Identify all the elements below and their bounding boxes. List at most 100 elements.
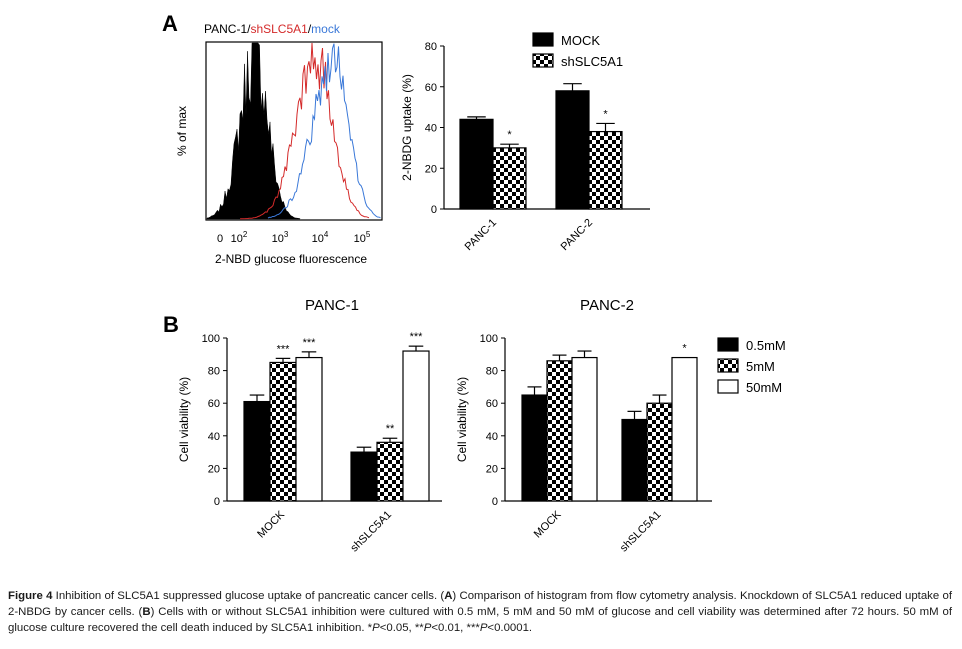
histogram-xtick-exponent: 3: [284, 230, 289, 239]
histogram-xtick-label: 102: [231, 230, 248, 245]
significance-marker: *: [507, 129, 512, 141]
category-label: PANC-1: [463, 217, 499, 253]
bar-5mm-mock: [269, 361, 297, 502]
bar-0-5mm-shslc5a1: [350, 451, 378, 502]
category-label: PANC-2: [559, 217, 595, 253]
significance-marker: *: [603, 108, 608, 120]
bar-5mm-mock: [546, 360, 573, 502]
caption-threshold-2: <0.01, ***: [431, 622, 480, 634]
histogram-xtick-label: 104: [312, 230, 329, 245]
bar-0-5mm-mock: [521, 394, 548, 502]
bar-0-5mm-mock: [243, 400, 271, 502]
histogram-title-blue: mock: [311, 22, 341, 36]
y-tick-label: 60: [486, 398, 498, 410]
caption-text-b: ) Cells with or without SLC5A1 inhibitio…: [8, 606, 952, 634]
histogram-ylabel: % of max: [175, 106, 189, 156]
caption-label-b: B: [142, 606, 151, 618]
bar-50mm-mock: [295, 356, 323, 502]
legend-swatch-mock: [532, 32, 554, 47]
significance-marker: *: [682, 343, 687, 355]
y-tick-label: 20: [208, 463, 220, 475]
viability-panc2-chart: 0 20 40 60 80 100 Cell viability (%) PANC-2 MOCK…: [455, 297, 786, 554]
caption-figure-label: Figure 4: [8, 590, 53, 602]
bar-50mm-shslc5a1: [671, 356, 698, 502]
caption-text-a: ) Comparison of histogram from flow cyto…: [8, 590, 952, 618]
bar-50mm-mock: [571, 356, 598, 502]
category-label: MOCK: [532, 508, 564, 540]
histogram-xtick-zero: 0: [217, 233, 223, 245]
y-tick-label: 40: [208, 431, 220, 443]
bar-shslc5a1-panc-2: [588, 130, 623, 210]
histogram-xtick-label: 103: [272, 230, 289, 245]
legend-label: 5mM: [746, 359, 775, 374]
bar-5mm-shslc5a1: [376, 441, 404, 502]
y-axis-label: 2-NBDG uptake (%): [400, 74, 414, 181]
significance-marker: ***: [410, 331, 424, 343]
legend-label: shSLC5A1: [561, 54, 623, 69]
chart-title: PANC-1: [305, 297, 359, 314]
significance-marker: ***: [277, 343, 291, 355]
panel-label-a: A: [162, 11, 178, 36]
figure-canvas: A B PANC-1/shSLC5A1/mock % of max 0 102 1…: [162, 11, 786, 554]
y-tick-label: 80: [486, 366, 498, 378]
legend-swatch-50mm: [717, 379, 739, 394]
histogram-title-sep: /: [308, 22, 312, 36]
histogram-mock-curve: [267, 43, 381, 219]
uptake-chart: 0 20 40 60 80 2-NBDG uptake (%) * PANC-1 * PANC-2…: [400, 32, 650, 253]
chart-title: PANC-2: [580, 297, 634, 314]
y-axis-label: Cell viability (%): [177, 377, 191, 462]
legend-swatch-0-5mm: [717, 337, 739, 352]
bar-50mm-shslc5a1: [402, 350, 430, 502]
y-tick-label: 80: [425, 41, 437, 53]
histogram-xtick-label: 105: [354, 230, 371, 245]
category-label: MOCK: [255, 508, 287, 540]
legend-label: 0.5mM: [746, 338, 786, 353]
y-tick-label: 20: [425, 163, 437, 175]
histogram-xtick-base: 10: [312, 233, 324, 245]
category-label: shSLC5A1: [618, 509, 664, 555]
y-tick-label: 0: [214, 496, 220, 508]
figure-caption: Figure 4 Inhibition of SLC5A1 suppressed…: [8, 588, 952, 636]
y-tick-label: 100: [480, 333, 498, 345]
caption-label-a: A: [444, 590, 453, 602]
bar-5mm-shslc5a1: [646, 402, 673, 502]
histogram-shslc5a1-curve: [239, 42, 370, 220]
bar-mock-panc-2: [555, 90, 590, 210]
panel-label-b: B: [163, 312, 179, 337]
y-tick-label: 100: [202, 333, 220, 345]
y-tick-label: 60: [425, 82, 437, 94]
histogram-xtick-base: 10: [272, 233, 284, 245]
histogram-panel: PANC-1/shSLC5A1/mock % of max 0 102 103 10…: [175, 22, 383, 266]
caption-threshold-3: <0.0001.: [487, 622, 533, 634]
caption-intro: Inhibition of SLC5A1 suppressed glucose …: [52, 590, 445, 602]
y-tick-label: 80: [208, 366, 220, 378]
y-tick-label: 40: [486, 431, 498, 443]
legend-swatch-shslc5a1: [532, 53, 554, 68]
legend-swatch-5mm: [717, 358, 739, 373]
histogram-title-prefix: PANC-1/: [204, 22, 251, 36]
bar-shslc5a1-panc-1: [492, 147, 527, 210]
histogram-xtick-exponent: 2: [243, 230, 248, 239]
bar-0-5mm-shslc5a1: [621, 418, 648, 502]
legend-label: MOCK: [561, 33, 600, 48]
histogram-xtick-exponent: 4: [324, 230, 329, 239]
y-tick-label: 60: [208, 398, 220, 410]
y-tick-label: 0: [431, 204, 437, 216]
category-label: shSLC5A1: [348, 509, 394, 555]
significance-marker: ***: [303, 337, 317, 349]
histogram-xtick-exponent: 5: [366, 230, 371, 239]
legend-label: 50mM: [746, 380, 782, 395]
histogram-title-red: shSLC5A1: [250, 22, 308, 36]
y-axis-label: Cell viability (%): [455, 377, 469, 462]
caption-p-1: P: [372, 622, 380, 634]
y-tick-label: 40: [425, 123, 437, 135]
histogram-xtick-base: 10: [354, 233, 366, 245]
histogram-frame: [205, 41, 383, 221]
bar-mock-panc-1: [459, 118, 494, 210]
y-tick-label: 0: [492, 496, 498, 508]
histogram-xtick-base: 10: [231, 233, 243, 245]
caption-p-3: P: [479, 622, 488, 634]
significance-marker: **: [386, 423, 395, 435]
caption-threshold-1: <0.05, **: [379, 622, 424, 634]
